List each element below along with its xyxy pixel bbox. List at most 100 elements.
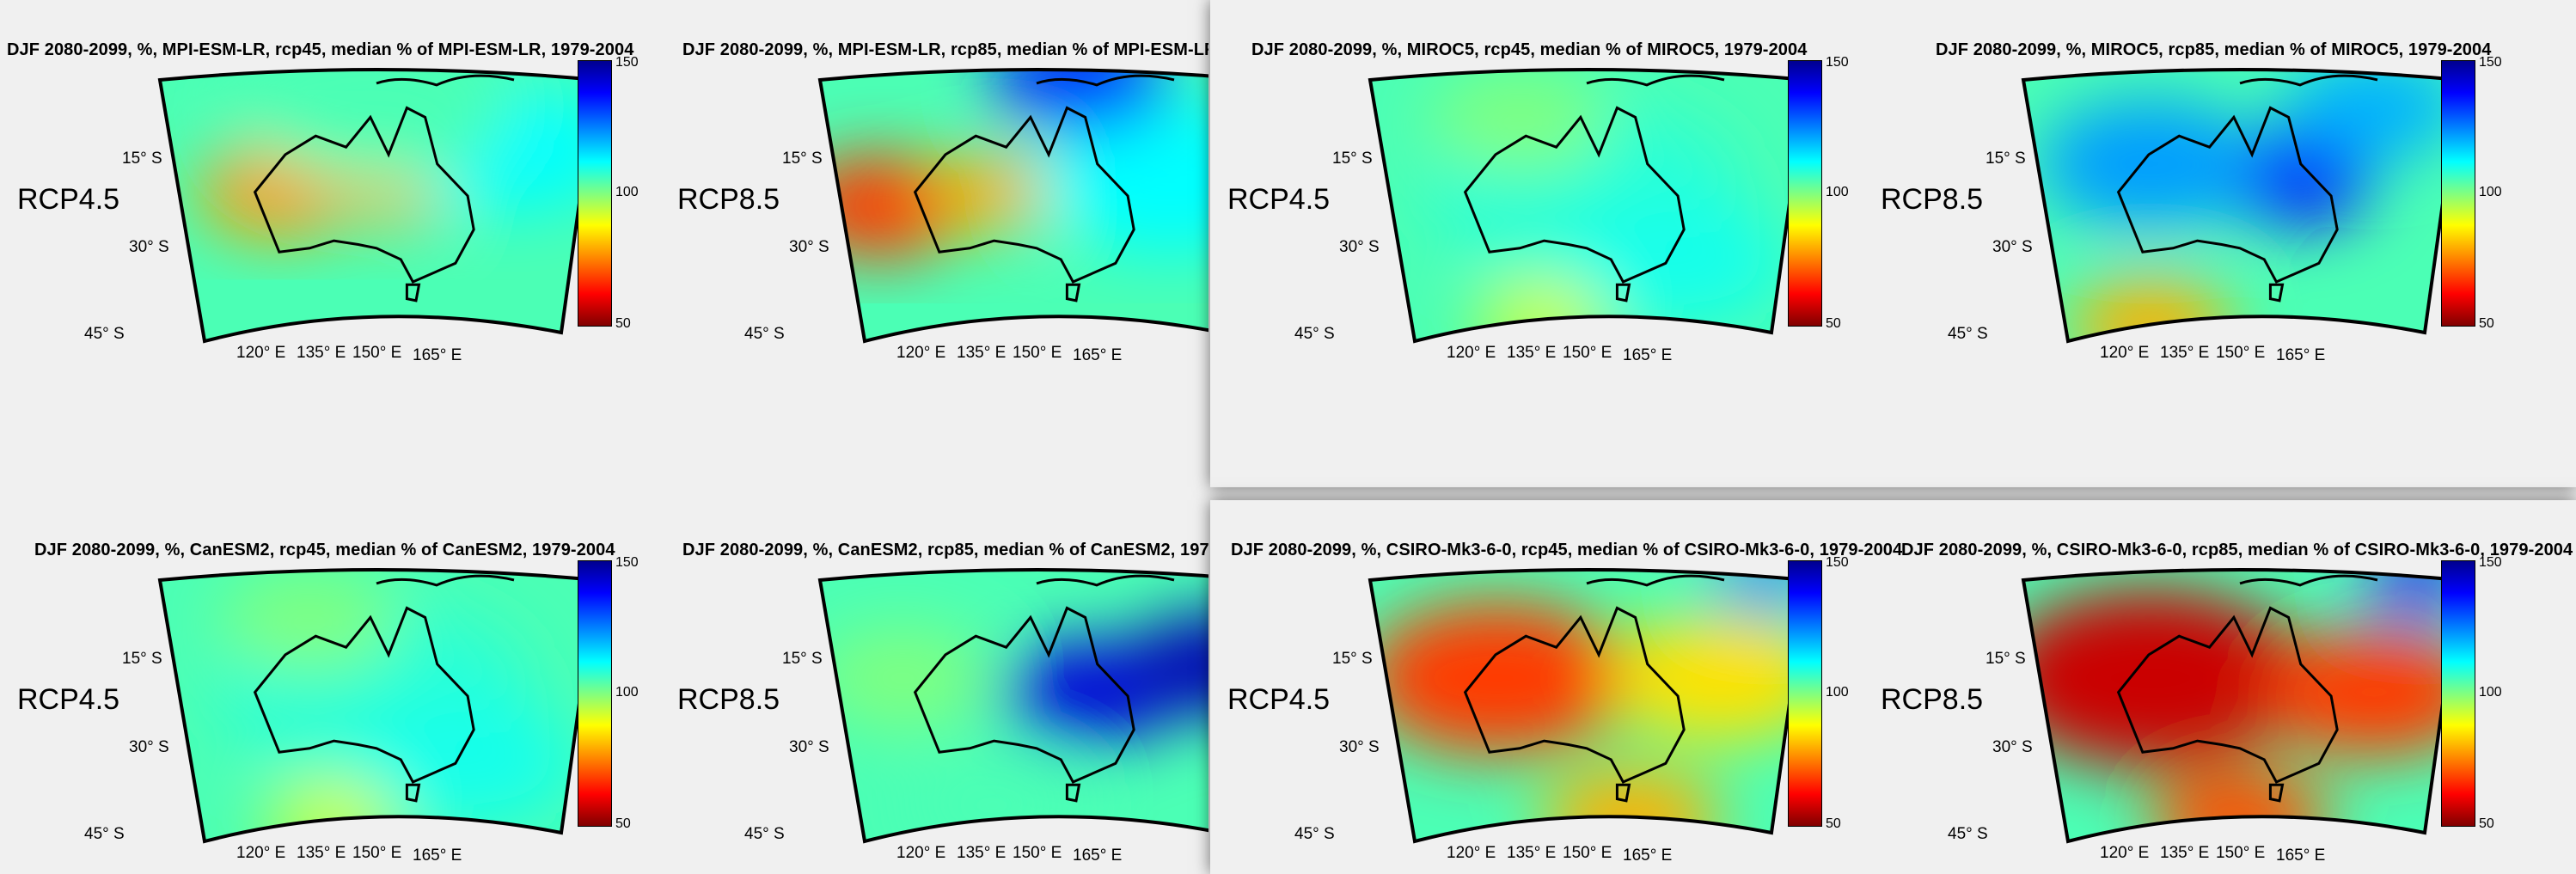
lon-tick-label: 150° E: [1013, 844, 1062, 862]
panel-title: DJF 2080-2099, %, MIROC5, rcp45, median …: [1251, 40, 1808, 59]
figure-window-mpi: DJF 2080-2099, %, MPI-ESM-LR, rcp45, med…: [0, 0, 1208, 487]
lon-tick-label: 120° E: [236, 844, 286, 862]
colorbar-min-label: 50: [1826, 316, 1841, 331]
panel-title: DJF 2080-2099, %, MPI-ESM-LR, rcp85, med…: [682, 40, 1208, 59]
rcp-label: RCP4.5: [17, 183, 120, 216]
new-guinea-coastline: [376, 574, 515, 587]
new-guinea-coastline: [1586, 74, 1725, 87]
precip-anomaly-blob: [992, 70, 1171, 130]
colorbar-mid-label: 100: [1826, 685, 1849, 700]
tasmania-coastline: [1065, 283, 1081, 303]
lon-tick-label: 150° E: [1563, 844, 1612, 862]
precip-anomaly-blob: [1126, 613, 1208, 715]
precip-anomaly-blob: [1564, 199, 1788, 327]
colorbar-mid-label: 100: [615, 685, 639, 700]
colorbar-min-label: 50: [2479, 316, 2494, 331]
colorbar-mid-label: 100: [615, 185, 639, 199]
new-guinea-coastline: [1586, 574, 1725, 587]
map-frame: [817, 68, 1208, 344]
panel-title: DJF 2080-2099, %, MIROC5, rcp85, median …: [1936, 40, 2492, 59]
lon-tick-label: 165° E: [1623, 846, 1673, 865]
australia-coastline: [253, 606, 475, 784]
lat-tick-label: 30° S: [1339, 738, 1380, 756]
lon-tick-label: 135° E: [957, 844, 1007, 862]
lon-tick-label: 135° E: [297, 844, 346, 862]
colorbar: [578, 560, 612, 827]
tasmania-coastline: [1615, 783, 1631, 803]
lon-tick-label: 135° E: [1507, 344, 1557, 362]
precip-anomaly-blob: [925, 153, 1059, 231]
rcp-label: RCP8.5: [677, 183, 780, 216]
lat-tick-label: 15° S: [782, 650, 823, 668]
map-panel: [1368, 68, 1809, 344]
lat-tick-label: 30° S: [1339, 238, 1380, 256]
lon-tick-label: 150° E: [1563, 344, 1612, 362]
colorbar: [1788, 60, 1822, 327]
lat-tick-label: 15° S: [122, 650, 162, 668]
figure-window-miroc: DJF 2080-2099, %, MIROC5, rcp45, median …: [1210, 0, 2576, 487]
figure-window-canesm: DJF 2080-2099, %, CanESM2, rcp45, median…: [0, 500, 1208, 874]
lat-tick-label: 15° S: [1332, 650, 1373, 668]
colorbar-max-label: 150: [2479, 55, 2502, 70]
australia-coastline: [913, 606, 1135, 784]
rcp-label: RCP8.5: [677, 683, 780, 716]
australia-coastline: [2116, 106, 2339, 284]
new-guinea-coastline: [1036, 74, 1175, 87]
new-guinea-coastline: [2239, 574, 2378, 587]
panel-title: DJF 2080-2099, %, CanESM2, rcp85, median…: [682, 541, 1208, 559]
lat-tick-label: 30° S: [789, 738, 829, 756]
lat-tick-label: 30° S: [789, 238, 829, 256]
precip-anomaly-blob: [2262, 628, 2460, 756]
lon-tick-label: 120° E: [2100, 844, 2150, 862]
panel-title: DJF 2080-2099, %, CSIRO-Mk3-6-0, rcp45, …: [1231, 541, 1903, 559]
map-panel: [157, 568, 599, 844]
precip-anomaly-blob: [1430, 70, 1609, 173]
new-guinea-coastline: [376, 74, 515, 87]
tasmania-coastline: [405, 783, 421, 803]
australia-coastline: [913, 106, 1135, 284]
colorbar-min-label: 50: [615, 316, 631, 331]
colorbar-mid-label: 100: [1826, 185, 1849, 199]
precip-anomaly-blob: [2023, 589, 2307, 767]
lat-tick-label: 45° S: [1294, 325, 1335, 343]
australia-coastline: [1463, 106, 1686, 284]
lat-tick-label: 15° S: [122, 150, 162, 168]
tasmania-coastline: [2268, 283, 2285, 303]
lat-tick-label: 45° S: [1948, 825, 1988, 843]
new-guinea-coastline: [1036, 574, 1175, 587]
lon-tick-label: 135° E: [2160, 344, 2210, 362]
lon-tick-label: 165° E: [1073, 846, 1123, 865]
precip-anomaly-blob: [1037, 101, 1208, 255]
colorbar: [2441, 560, 2475, 827]
lon-tick-label: 150° E: [352, 344, 402, 362]
precip-anomaly-blob: [1609, 614, 1807, 743]
map-panel: [1368, 568, 1809, 844]
lon-tick-label: 120° E: [1447, 344, 1496, 362]
lon-tick-label: 165° E: [1623, 346, 1673, 364]
rcp-label: RCP4.5: [1227, 183, 1331, 216]
lon-tick-label: 120° E: [2100, 344, 2150, 362]
colorbar-max-label: 150: [2479, 555, 2502, 570]
map-frame: [817, 568, 1208, 844]
colorbar-mid-label: 100: [2479, 685, 2502, 700]
lat-tick-label: 30° S: [129, 238, 169, 256]
lat-tick-label: 45° S: [1294, 825, 1335, 843]
colorbar-max-label: 150: [1826, 55, 1849, 70]
map-panel: [817, 68, 1208, 344]
tasmania-coastline: [1065, 783, 1081, 803]
precip-anomaly-blob: [354, 699, 578, 828]
lat-tick-label: 45° S: [744, 825, 785, 843]
map-panel: [817, 568, 1208, 844]
australia-coastline: [2116, 606, 2339, 784]
map-panel: [2021, 568, 2463, 844]
colorbar: [2441, 60, 2475, 327]
colorbar: [578, 60, 612, 327]
lat-tick-label: 15° S: [1986, 650, 2026, 668]
colorbar-min-label: 50: [1826, 816, 1841, 831]
lat-tick-label: 30° S: [1992, 738, 2033, 756]
tasmania-coastline: [405, 283, 421, 303]
lon-tick-label: 165° E: [2276, 346, 2326, 364]
lon-tick-label: 135° E: [957, 344, 1007, 362]
rcp-label: RCP4.5: [17, 683, 120, 716]
lon-tick-label: 165° E: [1073, 346, 1123, 364]
